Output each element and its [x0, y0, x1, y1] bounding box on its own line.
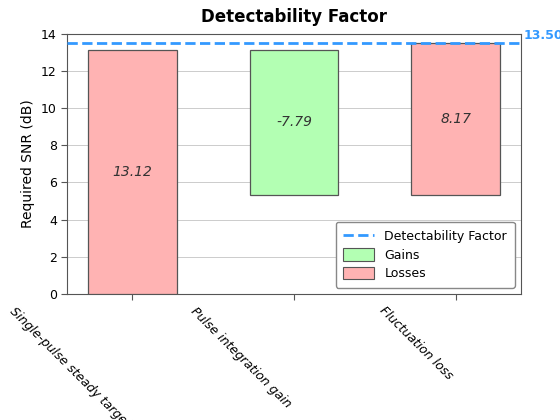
Text: 13.12: 13.12 [113, 165, 152, 179]
Y-axis label: Required SNR (dB): Required SNR (dB) [21, 100, 35, 228]
Text: -7.79: -7.79 [276, 116, 312, 129]
Bar [411, 43, 500, 195]
Text: 8.17: 8.17 [440, 112, 471, 126]
Legend: Detectability Factor, Gains, Losses: Detectability Factor, Gains, Losses [335, 222, 515, 288]
Bar [88, 50, 177, 294]
Title: Detectability Factor: Detectability Factor [201, 8, 387, 26]
Bar [250, 50, 338, 195]
Text: 13.50: 13.50 [524, 29, 560, 42]
